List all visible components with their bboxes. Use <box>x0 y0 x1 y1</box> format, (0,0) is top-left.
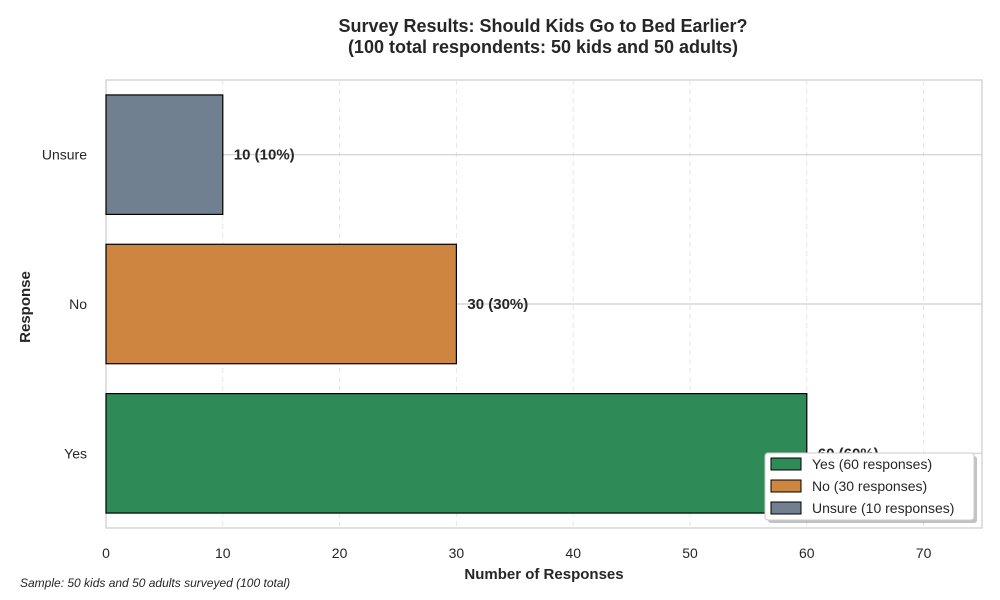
axis-ticks: 0 10 20 30 40 50 60 70 Yes No Unsure <box>42 147 932 561</box>
x-axis-label: Number of Responses <box>464 566 623 583</box>
y-axis-label: Response <box>17 271 34 343</box>
footnote: Sample: 50 kids and 50 adults surveyed (… <box>20 576 290 590</box>
x-tick-label-30: 30 <box>449 545 465 561</box>
legend: Yes (60 responses) No (30 responses) Unsur… <box>764 452 977 523</box>
x-tick-label-50: 50 <box>682 545 698 561</box>
legend-swatch-no <box>770 479 802 493</box>
x-tick-label-60: 60 <box>799 545 815 561</box>
y-tick-label-no: No <box>69 296 87 312</box>
legend-entries: Yes (60 responses) No (30 responses) Unsur… <box>770 456 954 516</box>
chart-title-line-2: (100 total respondents: 50 kids and 50 a… <box>348 37 738 57</box>
legend-swatch-unsure <box>770 501 802 515</box>
bar-yes <box>105 393 808 514</box>
chart-title-line-1: Survey Results: Should Kids Go to Bed Ea… <box>338 16 747 36</box>
y-tick-label-unsure: Unsure <box>42 147 87 163</box>
legend-label-yes: Yes (60 responses) <box>812 456 932 472</box>
x-tick-label-20: 20 <box>332 545 348 561</box>
legend-label-no: No (30 responses) <box>812 478 927 494</box>
data-label-unsure: 10 (10%) <box>234 147 295 164</box>
x-tick-label-40: 40 <box>565 545 581 561</box>
bars: 60 (60%)30 (30%)10 (10%) <box>105 94 879 514</box>
legend-swatch-yes <box>770 457 802 471</box>
bar-unsure <box>105 94 224 216</box>
data-label-no: 30 (30%) <box>467 296 528 313</box>
legend-label-unsure: Unsure (10 responses) <box>812 500 954 516</box>
legend-box <box>764 452 975 521</box>
x-tick-label-10: 10 <box>215 545 231 561</box>
x-tick-label-0: 0 <box>102 545 110 561</box>
y-tick-label-yes: Yes <box>64 445 87 461</box>
bar-no <box>105 243 457 365</box>
x-tick-label-70: 70 <box>916 545 932 561</box>
